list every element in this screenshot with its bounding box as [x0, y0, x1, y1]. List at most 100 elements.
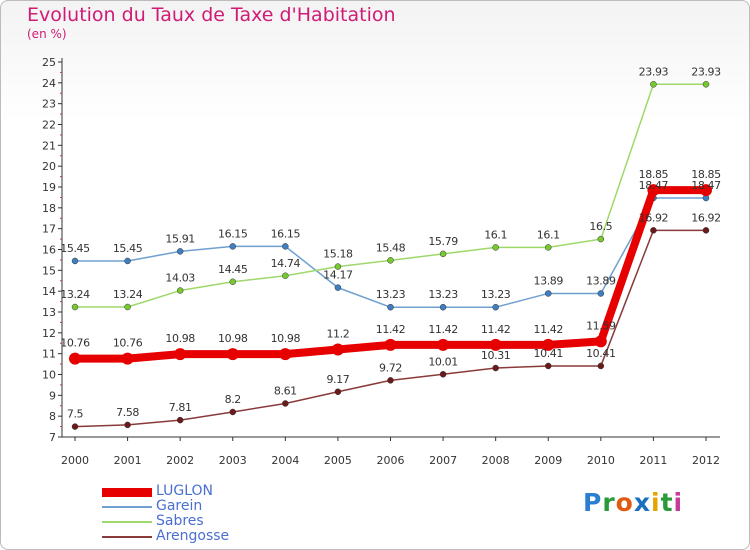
data-label-sabres: 23.93: [691, 65, 721, 78]
data-point-arengosse: [176, 416, 184, 424]
data-point-garein: [229, 243, 236, 250]
x-tick-label: 2000: [61, 454, 89, 467]
data-label-arengosse: 9.17: [326, 373, 349, 386]
data-label-arengosse: 7.81: [169, 401, 192, 414]
x-tick-label: 2012: [692, 454, 720, 467]
data-label-sabres: 15.18: [323, 248, 353, 261]
data-label-luglon: 10.98: [271, 332, 301, 345]
data-label-sabres: 14.03: [165, 272, 195, 285]
data-point-sabres: [492, 244, 499, 251]
data-label-sabres: 13.24: [60, 288, 90, 301]
data-label-sabres: 13.24: [113, 288, 143, 301]
y-tick-label: 21: [42, 139, 56, 152]
x-tick-label: 2003: [219, 454, 247, 467]
data-point-arengosse: [334, 388, 342, 396]
data-label-luglon: 10.98: [218, 332, 248, 345]
x-tick-label: 2001: [114, 454, 142, 467]
data-label-luglon: 11.42: [428, 323, 458, 336]
data-point-sabres: [176, 287, 184, 294]
logo-letter: t: [660, 488, 674, 517]
data-point-arengosse: [124, 421, 131, 429]
y-tick-label: 15: [42, 264, 56, 277]
series-lines: [69, 81, 712, 430]
proxiti-logo: Proxiti: [583, 488, 683, 517]
logo-letter: i: [673, 488, 684, 517]
x-tick-label: 2010: [587, 454, 615, 467]
data-label-garein: 18.47: [639, 179, 669, 192]
data-label-luglon: 10.76: [113, 337, 143, 350]
logo-letter: o: [615, 488, 634, 517]
data-label-garein: 13.23: [376, 288, 406, 301]
data-label-garein: 15.45: [113, 242, 143, 255]
x-tick-label: 2006: [377, 454, 405, 467]
y-tick-label: 14: [42, 285, 56, 298]
data-point-arengosse: [387, 377, 394, 384]
y-tick-label: 12: [42, 327, 56, 340]
data-label-garein: 13.89: [534, 274, 564, 287]
x-tick-label: 2007: [429, 454, 457, 467]
data-point-garein: [439, 303, 447, 311]
data-labels: 10.76 10.76 10.98 10.98 10.98 11.2 11.42 11.42 1…: [60, 65, 721, 420]
data-point-garein: [387, 303, 394, 311]
data-point-arengosse: [282, 400, 289, 407]
data-label-luglon: 18.85: [691, 168, 721, 181]
data-point-garein: [597, 290, 605, 297]
data-point-luglon: [594, 335, 607, 348]
x-tick-label: 2004: [271, 454, 299, 467]
data-point-arengosse: [71, 423, 79, 430]
y-tick-label: 7: [49, 431, 56, 444]
data-label-garein: 18.47: [691, 179, 721, 192]
legend-label: Garein: [156, 498, 203, 514]
data-point-luglon: [437, 338, 450, 351]
data-label-garein: 14.17: [323, 269, 353, 282]
data-point-sabres: [229, 278, 236, 286]
data-label-arengosse: 7.58: [116, 406, 139, 419]
data-label-sabres: 16.1: [484, 228, 507, 241]
data-point-luglon: [489, 338, 502, 351]
data-point-arengosse: [229, 408, 236, 416]
data-label-sabres: 14.74: [271, 257, 301, 270]
data-point-luglon: [226, 348, 239, 361]
data-label-luglon: 11.42: [534, 323, 564, 336]
logo-letter: r: [602, 488, 616, 517]
data-point-sabres: [387, 257, 394, 264]
data-point-luglon: [69, 352, 81, 365]
data-point-luglon: [700, 184, 712, 197]
data-point-garein: [492, 303, 499, 311]
data-point-luglon: [647, 184, 660, 197]
data-point-sabres: [702, 81, 710, 88]
axes: 7 8 9 10 11 12 13 14 15 16 17 18 19 20 21 22 23 24 25 2000 2…: [42, 56, 720, 467]
data-label-arengosse: 8.61: [274, 384, 297, 397]
chart-title: Evolution du Taux de Taxe d'Habitation: [27, 4, 396, 26]
legend-swatch: [102, 506, 152, 508]
data-label-arengosse: 8.2: [225, 393, 241, 406]
data-label-arengosse: 10.31: [481, 349, 511, 362]
data-label-luglon: 18.85: [639, 168, 669, 181]
data-label-luglon: 11.42: [481, 323, 511, 336]
chart-subtitle: (en %): [27, 27, 67, 41]
y-tick-label: 9: [49, 389, 56, 402]
y-tick-label: 22: [42, 119, 56, 132]
legend-label: Arengosse: [156, 528, 230, 544]
y-tick-label: 23: [42, 98, 56, 111]
data-label-luglon: 11.59: [586, 319, 616, 332]
data-label-garein: 16.15: [271, 227, 301, 240]
data-point-luglon: [121, 352, 134, 365]
data-point-garein: [71, 257, 79, 265]
data-label-luglon: 11.42: [376, 323, 406, 336]
data-label-arengosse: 9.72: [379, 361, 402, 374]
data-label-arengosse: 7.5: [67, 408, 84, 421]
data-label-garein: 16.15: [218, 227, 248, 240]
y-tick-label: 16: [42, 244, 56, 257]
data-label-garein: 15.45: [60, 242, 90, 255]
data-label-garein: 13.23: [428, 288, 458, 301]
x-tick-label: 2005: [324, 454, 352, 467]
x-tick-label: 2011: [639, 454, 667, 467]
data-label-arengosse: 16.92: [691, 211, 721, 224]
y-tick-label: 18: [42, 202, 56, 215]
data-point-garein: [124, 257, 131, 265]
data-label-sabres: 23.93: [639, 65, 669, 78]
data-point-luglon: [331, 343, 344, 356]
legend-swatch: [102, 536, 152, 538]
